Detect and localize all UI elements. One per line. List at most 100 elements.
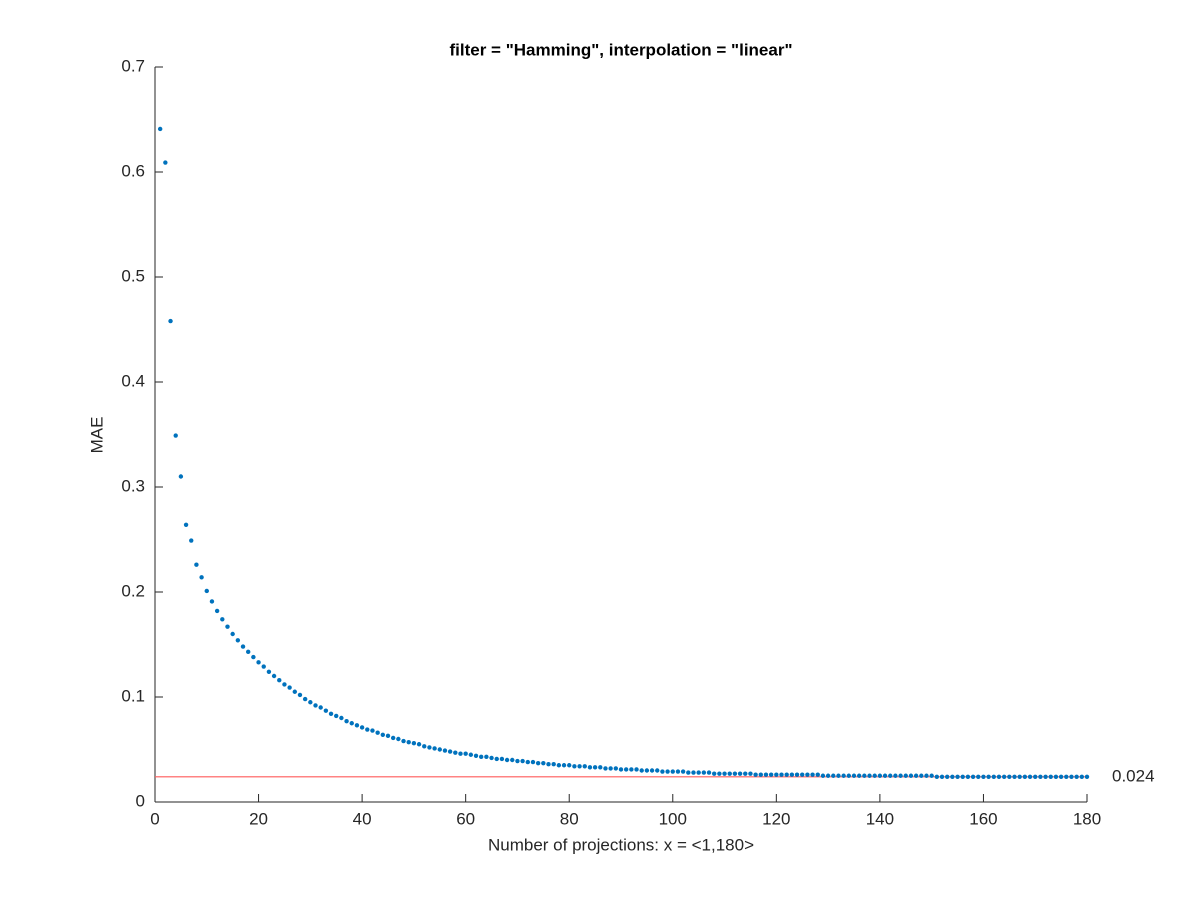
point bbox=[380, 732, 386, 737]
point bbox=[623, 767, 629, 772]
point bbox=[743, 771, 748, 776]
x-tick-label: 160 bbox=[969, 809, 997, 828]
point bbox=[520, 758, 525, 764]
point bbox=[950, 774, 955, 779]
point bbox=[670, 769, 675, 774]
point bbox=[323, 708, 329, 713]
point bbox=[1038, 774, 1043, 779]
point bbox=[370, 728, 375, 733]
point bbox=[696, 770, 701, 775]
point bbox=[727, 771, 732, 776]
point bbox=[271, 673, 277, 679]
point bbox=[680, 769, 686, 774]
point bbox=[908, 773, 914, 778]
point bbox=[354, 723, 360, 728]
point bbox=[427, 745, 432, 750]
point bbox=[841, 773, 846, 778]
x-tick-label: 140 bbox=[866, 809, 894, 828]
point bbox=[339, 715, 344, 721]
point bbox=[603, 766, 608, 771]
point bbox=[489, 755, 494, 761]
point bbox=[422, 744, 427, 749]
y-tick-label: 0 bbox=[136, 791, 145, 810]
point bbox=[970, 774, 976, 779]
point bbox=[913, 773, 919, 778]
point bbox=[862, 773, 867, 778]
point bbox=[919, 773, 924, 778]
point bbox=[592, 765, 598, 770]
y-tick-label: 0.4 bbox=[121, 371, 145, 390]
point bbox=[546, 762, 551, 767]
y-tick-label: 0.1 bbox=[121, 686, 145, 705]
point bbox=[484, 754, 489, 760]
point bbox=[194, 562, 199, 567]
point bbox=[587, 765, 593, 770]
point bbox=[189, 538, 194, 543]
point bbox=[1064, 774, 1069, 779]
point bbox=[1053, 774, 1059, 779]
point bbox=[867, 773, 872, 778]
point bbox=[214, 608, 220, 614]
point bbox=[665, 769, 670, 774]
point bbox=[515, 758, 520, 764]
point bbox=[510, 757, 515, 763]
point bbox=[266, 669, 272, 674]
point bbox=[825, 773, 831, 778]
point bbox=[831, 773, 836, 778]
point bbox=[328, 711, 334, 716]
point bbox=[898, 773, 903, 778]
point bbox=[256, 660, 261, 665]
point bbox=[1048, 774, 1053, 779]
point bbox=[1074, 774, 1079, 779]
point bbox=[779, 772, 784, 777]
point bbox=[893, 773, 898, 778]
point bbox=[220, 617, 225, 622]
point bbox=[945, 774, 950, 779]
point bbox=[996, 774, 1002, 779]
point bbox=[976, 774, 981, 779]
point bbox=[955, 774, 960, 779]
point bbox=[737, 771, 743, 776]
point bbox=[1033, 774, 1038, 779]
point bbox=[313, 703, 318, 708]
point bbox=[287, 685, 292, 690]
point bbox=[225, 624, 230, 629]
point bbox=[608, 766, 613, 771]
point bbox=[401, 738, 406, 744]
point bbox=[572, 764, 577, 769]
x-tick-label: 120 bbox=[762, 809, 790, 828]
point bbox=[277, 678, 282, 683]
point bbox=[183, 522, 189, 527]
point bbox=[877, 773, 883, 778]
point bbox=[717, 771, 722, 776]
point bbox=[551, 762, 556, 767]
point bbox=[479, 754, 484, 760]
point bbox=[598, 765, 603, 770]
point bbox=[882, 773, 888, 778]
point bbox=[261, 664, 266, 669]
point bbox=[613, 766, 619, 771]
point bbox=[820, 773, 826, 778]
reference-label: 0.024 bbox=[1112, 766, 1155, 785]
point bbox=[722, 771, 727, 776]
point bbox=[706, 770, 712, 775]
point bbox=[810, 772, 815, 777]
point bbox=[251, 654, 256, 660]
point bbox=[903, 773, 908, 778]
y-tick-label: 0.6 bbox=[121, 161, 145, 180]
point bbox=[888, 773, 893, 778]
x-tick-label: 180 bbox=[1073, 809, 1101, 828]
x-tick-label: 20 bbox=[249, 809, 268, 828]
point bbox=[282, 682, 287, 687]
chart-title: filter = "Hamming", interpolation = "lin… bbox=[449, 40, 792, 59]
point bbox=[805, 772, 810, 777]
point bbox=[1079, 774, 1085, 779]
y-tick-label: 0.7 bbox=[121, 56, 145, 75]
point bbox=[416, 742, 422, 747]
point bbox=[499, 756, 505, 762]
point bbox=[774, 772, 779, 777]
point bbox=[396, 736, 401, 742]
point bbox=[437, 747, 442, 752]
point bbox=[686, 770, 691, 775]
point bbox=[763, 772, 769, 777]
